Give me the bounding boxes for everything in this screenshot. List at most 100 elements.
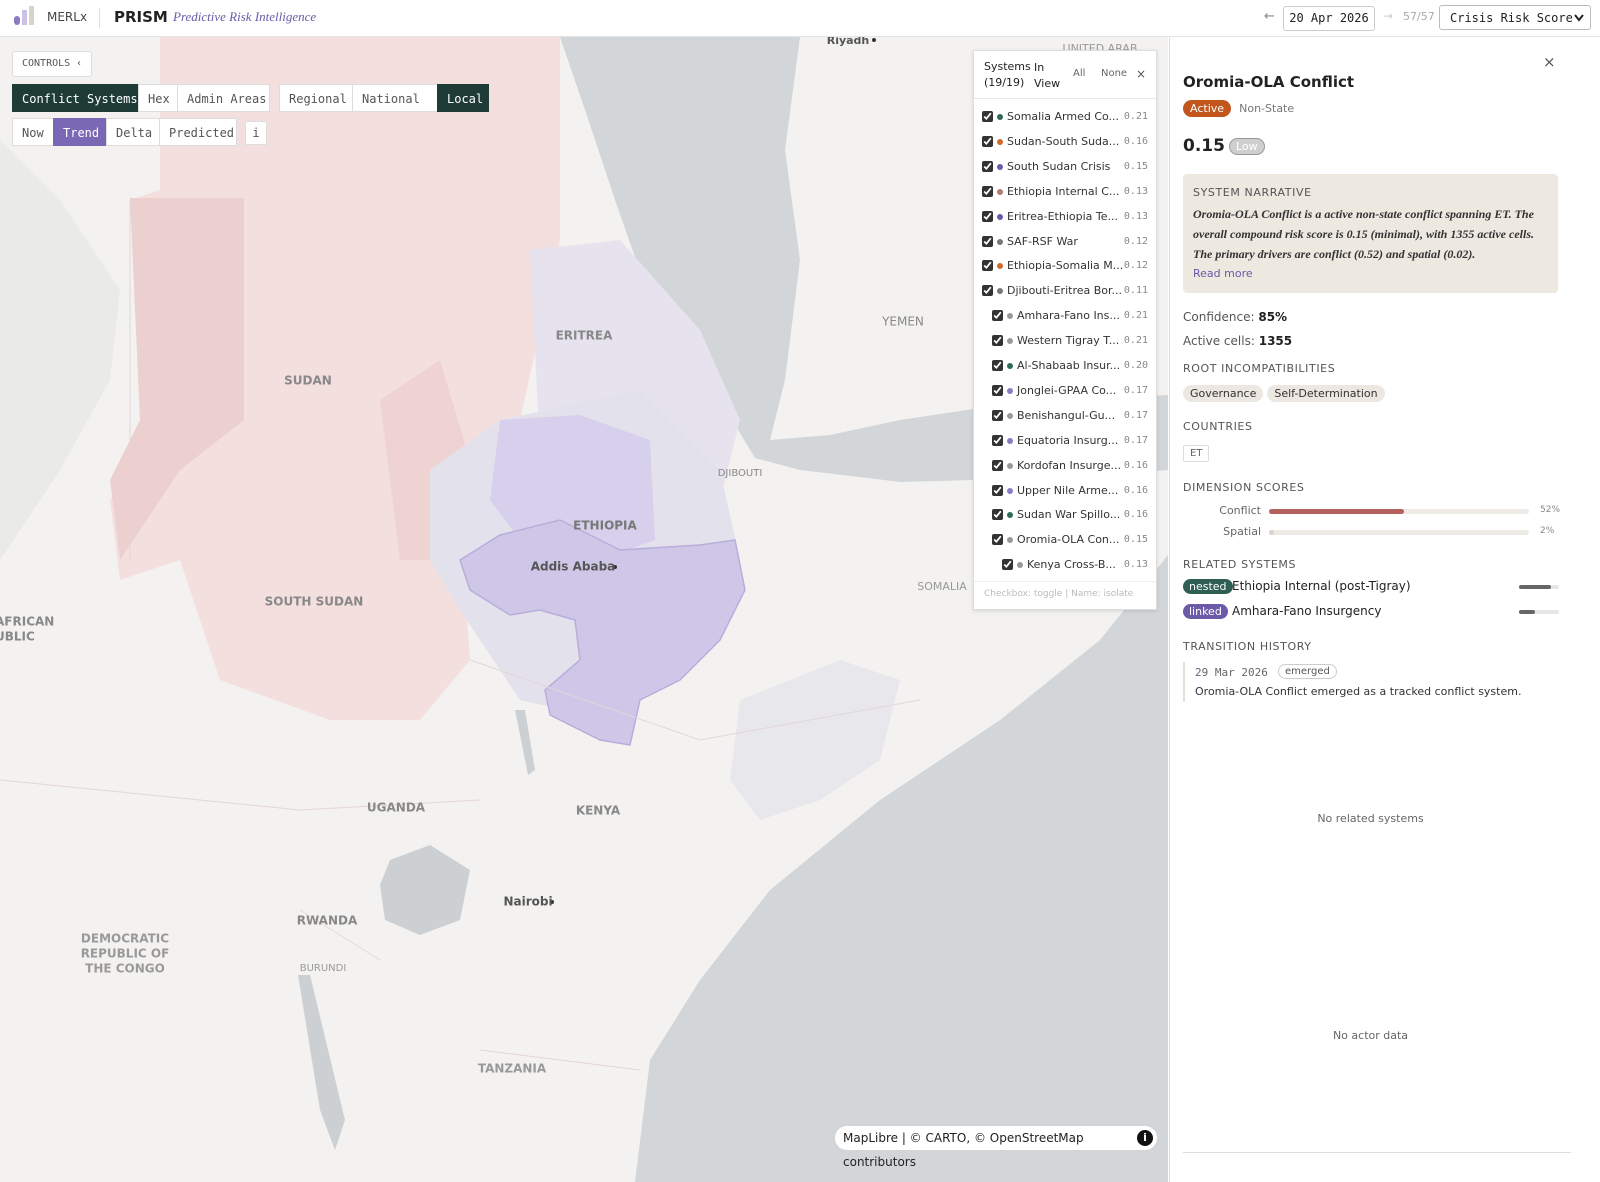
- close[interactable]: ×: [1136, 67, 1147, 81]
- system-dot: [1007, 363, 1013, 369]
- mode-button[interactable]: Delta: [106, 118, 160, 146]
- dimensions-heading: DIMENSION SCORES: [1183, 481, 1305, 494]
- system-row: Al-Shabaab Insur... 0.20: [974, 355, 1156, 377]
- map-label: SOMALIA: [917, 580, 967, 593]
- map-label: TANZANIA: [478, 1062, 547, 1076]
- system-score: 0.15: [1123, 160, 1148, 172]
- narrative-box: SYSTEM NARRATIVE Oromia-OLA Conflict is …: [1183, 174, 1558, 293]
- system-name[interactable]: Sudan-South Suda...: [1007, 134, 1120, 148]
- system-checkbox[interactable]: [992, 360, 1003, 371]
- read-more[interactable]: Read more: [1193, 267, 1253, 280]
- system-name[interactable]: Upper Nile Arme...: [1017, 483, 1119, 497]
- oromia: [459, 519, 746, 746]
- controls: CONTROLS ‹ Conflict Systems Hex Admin Area…: [0, 37, 489, 146]
- select-all[interactable]: All: [1073, 68, 1086, 79]
- controls-toggle[interactable]: CONTROLS ‹: [12, 51, 93, 77]
- system-checkbox[interactable]: [982, 185, 993, 197]
- scale-button[interactable]: Local: [437, 84, 489, 112]
- system-checkbox[interactable]: [992, 434, 1003, 446]
- system-dot: [1007, 512, 1013, 519]
- prev-date[interactable]: ←: [1264, 9, 1275, 24]
- system-name[interactable]: Jonglei-GPAA Co...: [1017, 383, 1117, 397]
- system-checkbox[interactable]: [982, 260, 993, 272]
- system-checkbox[interactable]: [992, 534, 1003, 546]
- system-score: 0.21: [1123, 310, 1148, 322]
- in-view[interactable]: In View: [1034, 61, 1061, 90]
- system-checkbox[interactable]: [982, 210, 993, 222]
- system-checkbox[interactable]: [982, 285, 993, 297]
- system-name[interactable]: Equatoria Insurg...: [1017, 433, 1119, 447]
- system-name[interactable]: Sudan War Spillo...: [1017, 508, 1121, 522]
- system-name[interactable]: Eritrea-Ethiopia Te...: [1007, 209, 1119, 223]
- next-date[interactable]: →: [1383, 9, 1394, 23]
- system-row: Amhara-Fano Ins... 0.21: [974, 305, 1156, 327]
- roots: Governance Self-Determination: [1183, 382, 1389, 402]
- system-checkbox[interactable]: [982, 135, 993, 147]
- confidence-label: Confidence:: [1183, 310, 1255, 324]
- narrative: Oromia-OLA Conflict is a active non-stat…: [1193, 207, 1534, 261]
- layer-button[interactable]: Conflict Systems: [12, 84, 139, 112]
- system-score: 0.15: [1123, 534, 1148, 546]
- system-checkbox[interactable]: [982, 160, 993, 172]
- system-name[interactable]: Somalia Armed Co...: [1007, 110, 1120, 123]
- system-name[interactable]: Kenya Cross-B...: [1027, 558, 1116, 572]
- attribution-text: MapLibre | © CARTO, © OpenStreetMap cont…: [843, 1131, 1084, 1169]
- system-name[interactable]: SAF-RSF War: [1007, 234, 1078, 248]
- system-score: 0.17: [1123, 409, 1148, 421]
- system-row: Djibouti-Eritrea Bor... 0.11: [974, 280, 1156, 302]
- system-checkbox[interactable]: [1002, 559, 1013, 571]
- select-none[interactable]: None: [1101, 68, 1128, 79]
- system-checkbox[interactable]: [992, 509, 1003, 521]
- close[interactable]: ×: [1543, 53, 1556, 71]
- system-score: 0.17: [1123, 384, 1148, 396]
- system-name[interactable]: South Sudan Crisis: [1007, 159, 1111, 173]
- system-score: 0.13: [1123, 185, 1148, 197]
- mode-button[interactable]: Predicted: [159, 118, 237, 146]
- map-label: KENYA: [576, 804, 621, 818]
- map-label: REPUBLIC OF: [81, 947, 170, 961]
- kind: Non-State: [1239, 102, 1295, 115]
- system-name[interactable]: Western Tigray T...: [1017, 334, 1120, 348]
- scale-button[interactable]: Regional: [279, 84, 353, 112]
- history-date: 29 Mar 2026: [1195, 666, 1268, 679]
- mode-button[interactable]: Now: [12, 118, 54, 146]
- city-dot: [872, 38, 876, 42]
- date[interactable]: 20 Apr 2026: [1283, 6, 1375, 31]
- map-label: UGANDA: [367, 801, 426, 815]
- layer-button[interactable]: Hex: [138, 84, 178, 112]
- title: Oromia-OLA Conflict: [1183, 73, 1355, 91]
- system-checkbox[interactable]: [992, 310, 1003, 322]
- countries: ET: [1183, 441, 1210, 462]
- system-dot: [997, 114, 1003, 120]
- system-score: 0.17: [1123, 434, 1148, 446]
- info[interactable]: i: [1137, 1130, 1153, 1146]
- system-checkbox[interactable]: [992, 459, 1003, 471]
- system-name[interactable]: Oromia-OLA Con...: [1017, 533, 1120, 547]
- info-button[interactable]: i: [245, 121, 267, 145]
- confidence: 85%: [1258, 310, 1288, 324]
- system-name[interactable]: Amhara-Fano Ins...: [1017, 309, 1120, 323]
- related-name[interactable]: Ethiopia Internal (post-Tigray): [1232, 579, 1411, 593]
- system-row: SAF-RSF War 0.12: [974, 231, 1156, 253]
- mode-button[interactable]: Trend: [53, 118, 107, 146]
- system-name[interactable]: Kordofan Insurge...: [1017, 458, 1122, 472]
- system-name[interactable]: Benishangul-Gu...: [1017, 408, 1116, 422]
- system-name[interactable]: Djibouti-Eritrea Bor...: [1007, 284, 1123, 298]
- system-checkbox[interactable]: [992, 384, 1003, 396]
- layer-button[interactable]: Admin Areas: [177, 84, 270, 112]
- system-name[interactable]: Ethiopia Internal C...: [1007, 184, 1120, 198]
- relation-badge: nested: [1183, 579, 1233, 594]
- related-name[interactable]: Amhara-Fano Insurgency: [1232, 604, 1382, 618]
- system-name[interactable]: Ethiopia-Somalia M...: [1007, 259, 1124, 273]
- system-checkbox[interactable]: [992, 409, 1003, 421]
- system-checkbox[interactable]: [992, 335, 1003, 347]
- scale-button[interactable]: National: [352, 84, 438, 112]
- city-dot: [550, 900, 554, 904]
- system-score: 0.21: [1123, 111, 1148, 122]
- metric-select[interactable]: Crisis Risk Score: [1439, 5, 1591, 30]
- system-name[interactable]: Al-Shabaab Insur...: [1017, 359, 1121, 372]
- system-checkbox[interactable]: [992, 484, 1003, 496]
- system-checkbox[interactable]: [982, 235, 993, 247]
- system-checkbox[interactable]: [982, 111, 993, 122]
